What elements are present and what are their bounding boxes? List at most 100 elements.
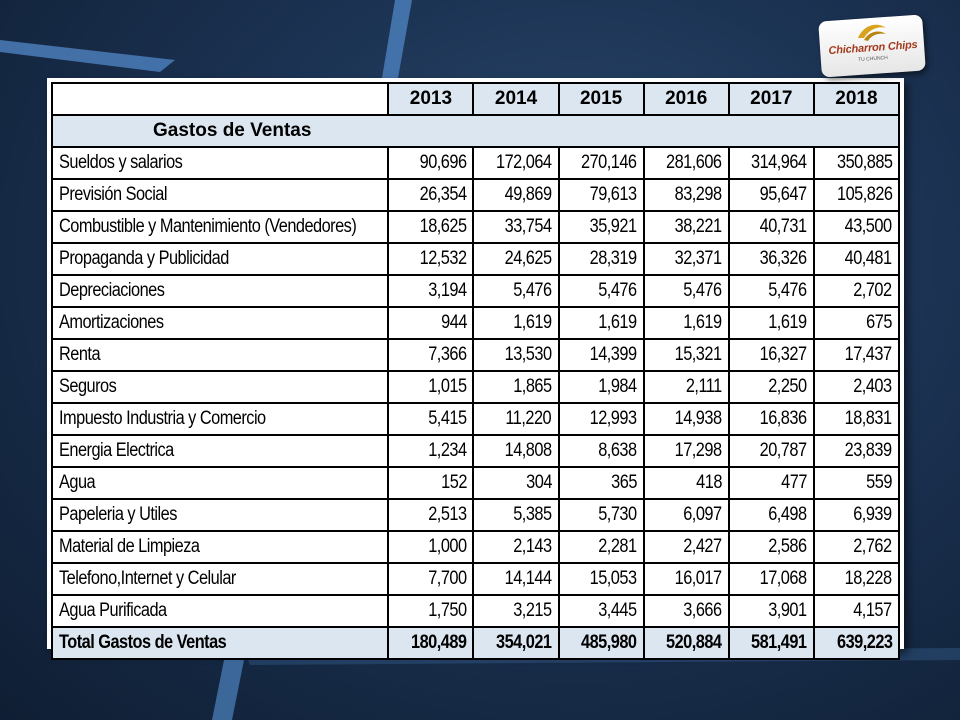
value-cell-2016: 83,298 [642, 178, 730, 212]
value-cell-2014: 24,625 [472, 242, 560, 276]
row-label: Previsión Social [50, 178, 390, 212]
value-cell-2015: 365 [557, 466, 645, 500]
value-cell-2017: 5,476 [727, 274, 815, 308]
value-cell-2017: 477 [727, 466, 815, 500]
year-header-2016: 2016 [642, 82, 730, 116]
value-cell-2014: 11,220 [472, 402, 560, 436]
value-cell-2013: 7,366 [387, 338, 475, 372]
value-cell-2014: 13,530 [472, 338, 560, 372]
value-cell-2018: 559 [812, 466, 901, 500]
value-cell-2013: 944 [387, 306, 475, 340]
value-cell-2014: 3,215 [472, 594, 560, 628]
value-cell-2016: 5,476 [642, 274, 730, 308]
value-cell-2016: 281,606 [642, 146, 730, 180]
value-cell-2016: 17,298 [642, 434, 730, 468]
value-cell-2015: 1,619 [557, 306, 645, 340]
value-cell-2016: 16,017 [642, 562, 730, 596]
value-cell-2015: 5,476 [557, 274, 645, 308]
value-cell-2013: 1,000 [387, 530, 475, 564]
value-cell-2016: 32,371 [642, 242, 730, 276]
value-cell-2018: 2,762 [812, 530, 901, 564]
value-cell-2014: 14,808 [472, 434, 560, 468]
row-label: Impuesto Industria y Comercio [50, 402, 390, 436]
row-label: Material de Limpieza [50, 530, 390, 564]
value-cell-2018: 4,157 [812, 594, 901, 628]
value-cell-2015: 79,613 [557, 178, 645, 212]
value-cell-2017: 3,901 [727, 594, 815, 628]
row-label: Agua Purificada [50, 594, 390, 628]
value-cell-2017: 36,326 [727, 242, 815, 276]
row-label: Seguros [50, 370, 390, 404]
total-value-2015: 485,980 [557, 626, 645, 660]
value-cell-2014: 2,143 [472, 530, 560, 564]
value-cell-2013: 1,750 [387, 594, 475, 628]
value-cell-2016: 418 [642, 466, 730, 500]
table-row: Renta 7,366 13,530 14,399 15,321 16,327 17,437 [50, 338, 901, 372]
value-cell-2017: 16,836 [727, 402, 815, 436]
value-cell-2015: 5,730 [557, 498, 645, 532]
value-cell-2017: 6,498 [727, 498, 815, 532]
value-cell-2013: 1,015 [387, 370, 475, 404]
value-cell-2014: 14,144 [472, 562, 560, 596]
value-cell-2017: 40,731 [727, 210, 815, 244]
value-cell-2013: 26,354 [387, 178, 475, 212]
table-row: Depreciaciones 3,194 5,476 5,476 5,476 5,476 2… [50, 274, 901, 308]
row-label: Amortizaciones [50, 306, 390, 340]
value-cell-2014: 49,869 [472, 178, 560, 212]
row-label: Depreciaciones [50, 274, 390, 308]
value-cell-2013: 90,696 [387, 146, 475, 180]
year-header-2013: 2013 [387, 82, 475, 116]
value-cell-2014: 5,385 [472, 498, 560, 532]
value-cell-2018: 40,481 [812, 242, 901, 276]
value-cell-2017: 1,619 [727, 306, 815, 340]
value-cell-2013: 18,625 [387, 210, 475, 244]
value-cell-2018: 23,839 [812, 434, 901, 468]
table-row: Telefono,Internet y Celular 7,700 14,144 15… [50, 562, 901, 596]
value-cell-2016: 38,221 [642, 210, 730, 244]
value-cell-2017: 17,068 [727, 562, 815, 596]
value-cell-2016: 2,111 [642, 370, 730, 404]
value-cell-2013: 2,513 [387, 498, 475, 532]
logo-swirl-icon [858, 24, 886, 41]
row-label: Telefono,Internet y Celular [50, 562, 390, 596]
value-cell-2013: 5,415 [387, 402, 475, 436]
year-header-2018: 2018 [812, 82, 901, 116]
value-cell-2015: 12,993 [557, 402, 645, 436]
year-header-row: 2013 2014 2015 2016 2017 2018 [50, 82, 901, 116]
row-label: Sueldos y salarios [50, 146, 390, 180]
row-label: Energia Electrica [50, 434, 390, 468]
value-cell-2017: 2,586 [727, 530, 815, 564]
value-cell-2018: 675 [812, 306, 901, 340]
value-cell-2014: 172,064 [472, 146, 560, 180]
total-value-2016: 520,884 [642, 626, 730, 660]
row-label: Papeleria y Utiles [50, 498, 390, 532]
value-cell-2014: 1,619 [472, 306, 560, 340]
table-row: Material de Limpieza 1,000 2,143 2,281 2,427… [50, 530, 901, 564]
table-row: Agua 152 304 365 418 477 559 [50, 466, 901, 500]
value-cell-2017: 314,964 [727, 146, 815, 180]
row-label: Agua [50, 466, 390, 500]
value-cell-2018: 6,939 [812, 498, 901, 532]
value-cell-2014: 5,476 [472, 274, 560, 308]
value-cell-2016: 14,938 [642, 402, 730, 436]
table-row: Energia Electrica 1,234 14,808 8,638 17,298 2… [50, 434, 901, 468]
value-cell-2015: 15,053 [557, 562, 645, 596]
value-cell-2014: 1,865 [472, 370, 560, 404]
value-cell-2018: 2,403 [812, 370, 901, 404]
table-row: Papeleria y Utiles 2,513 5,385 5,730 6,097 6,… [50, 498, 901, 532]
value-cell-2017: 2,250 [727, 370, 815, 404]
value-cell-2018: 105,826 [812, 178, 901, 212]
table-row: Propaganda y Publicidad 12,532 24,625 28,31… [50, 242, 901, 276]
table-frame: 2013 2014 2015 2016 2017 2018 Gastos de … [47, 78, 904, 660]
value-cell-2016: 6,097 [642, 498, 730, 532]
value-cell-2018: 350,885 [812, 146, 901, 180]
table-row: Previsión Social 26,354 49,869 79,613 83,298… [50, 178, 901, 212]
value-cell-2016: 3,666 [642, 594, 730, 628]
section-title: Gastos de Ventas [51, 114, 900, 148]
value-cell-2015: 14,399 [557, 338, 645, 372]
value-cell-2013: 7,700 [387, 562, 475, 596]
value-cell-2017: 95,647 [727, 178, 815, 212]
value-cell-2015: 35,921 [557, 210, 645, 244]
value-cell-2015: 2,281 [557, 530, 645, 564]
table-row: Seguros 1,015 1,865 1,984 2,111 2,250 2,403 [50, 370, 901, 404]
